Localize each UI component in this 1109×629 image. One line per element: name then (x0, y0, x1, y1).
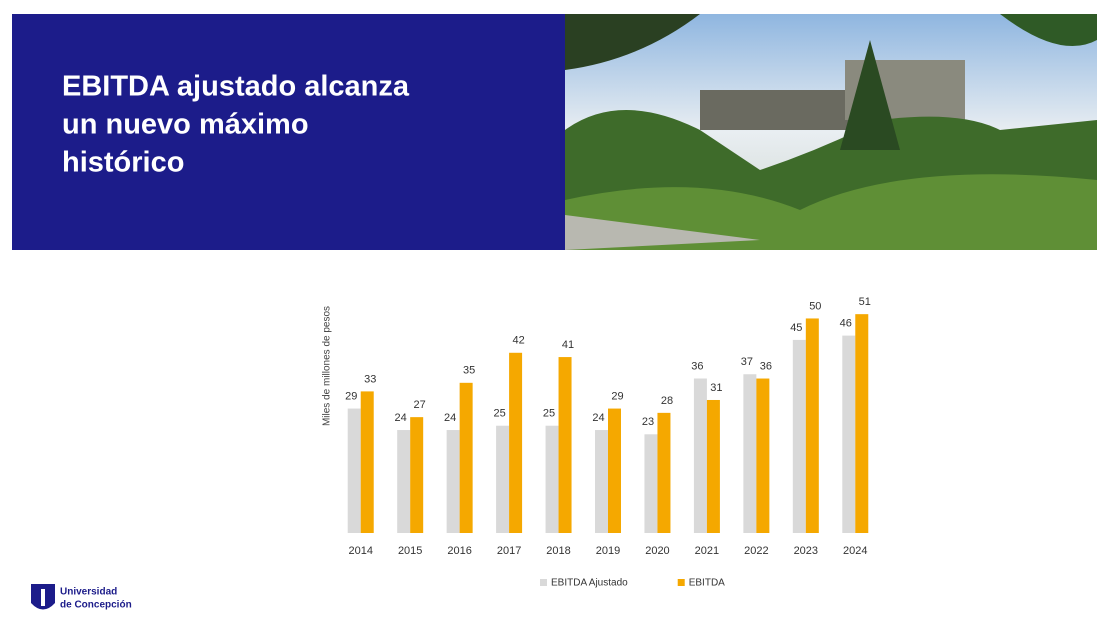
bar (347, 408, 361, 533)
title-panel (12, 14, 565, 250)
bar (743, 374, 757, 533)
bar (558, 357, 572, 533)
bar (792, 339, 806, 533)
data-label: 36 (691, 360, 703, 372)
bar (397, 430, 411, 533)
bar (608, 408, 621, 533)
data-label: 29 (611, 390, 623, 402)
bar (410, 417, 424, 533)
data-label: 51 (859, 296, 871, 308)
legend-label: EBITDA Ajustado (551, 578, 628, 589)
legend-label: EBITDA (689, 578, 725, 589)
data-label: 46 (840, 318, 852, 330)
data-label: 23 (642, 416, 654, 428)
legend-swatch (677, 579, 685, 586)
bar (509, 352, 523, 533)
bar (360, 391, 374, 533)
x-tick-label: 2024 (843, 545, 867, 557)
x-tick-label: 2021 (695, 545, 719, 557)
x-tick-label: 2017 (497, 545, 521, 557)
bar (644, 434, 658, 533)
x-tick-label: 2022 (744, 545, 768, 557)
data-label: 31 (710, 382, 722, 394)
photo (565, 14, 1097, 250)
logo-shield (31, 584, 55, 610)
data-label: 24 (395, 412, 407, 424)
x-tick-label: 2018 (546, 545, 570, 557)
x-tick-label: 2023 (794, 545, 818, 557)
title-line: EBITDA ajustado alcanza (62, 71, 410, 103)
bar (545, 425, 559, 533)
bar (855, 314, 869, 533)
data-label: 35 (463, 365, 475, 377)
x-tick-label: 2015 (398, 545, 422, 557)
x-tick-label: 2014 (348, 545, 372, 557)
data-label: 50 (809, 300, 821, 312)
data-label: 24 (444, 412, 456, 424)
bar (595, 430, 608, 533)
data-label: 29 (345, 390, 357, 402)
bar (496, 425, 510, 533)
data-label: 41 (562, 339, 574, 351)
bar (446, 430, 460, 533)
x-tick-label: 2016 (447, 545, 471, 557)
data-label: 24 (592, 412, 604, 424)
y-axis-label: Miles de millones de pesos (322, 306, 333, 426)
data-label: 25 (543, 408, 555, 420)
title-line: histórico (62, 147, 184, 179)
bar (842, 335, 856, 533)
data-label: 36 (760, 360, 772, 372)
x-tick-label: 2020 (645, 545, 669, 557)
bar (657, 412, 671, 533)
x-tick-label: 2019 (596, 545, 620, 557)
legend-swatch (540, 579, 547, 586)
data-label: 42 (512, 335, 524, 347)
data-label: 27 (414, 399, 426, 411)
data-label: 33 (364, 373, 376, 385)
bar (805, 318, 819, 533)
bar (693, 378, 707, 533)
bar (756, 378, 770, 533)
data-label: 45 (790, 322, 802, 334)
logo-text: Universidad (60, 587, 117, 598)
bar (459, 382, 473, 533)
title-line: un nuevo máximo (62, 109, 309, 141)
data-label: 25 (493, 408, 505, 420)
bar (706, 399, 720, 533)
logo-text: de Concepción (60, 600, 132, 611)
data-label: 28 (661, 395, 673, 407)
data-label: 37 (741, 356, 753, 368)
